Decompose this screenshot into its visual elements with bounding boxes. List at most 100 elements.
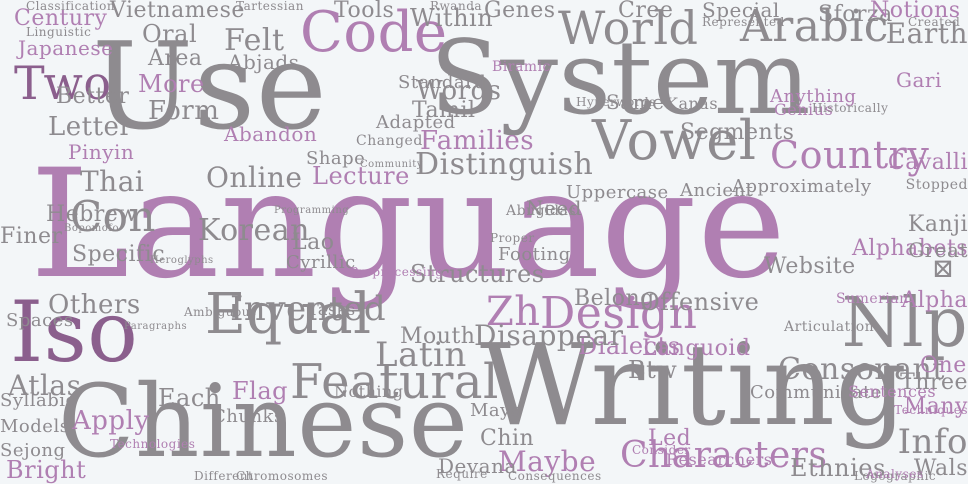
cloud-word-analyses: Analyses [866,467,924,481]
cloud-word-one: One [920,353,967,378]
cloud-word-researchers: Researchers [666,450,773,469]
cloud-word-sforza: Sforza [818,2,893,27]
cloud-word-featural: Featural [290,354,499,410]
cloud-word-hebrew: Hebrew [46,202,138,227]
cloud-word-dialects: Dialects [578,332,681,360]
cloud-word-con: Con [70,192,156,241]
cloud-word-technologies: Technologies [110,437,196,451]
cloud-word-lao: Lao [292,230,335,255]
cloud-word-chinese: Chinese [58,363,469,480]
cloud-word-uppercase: Uppercase [566,182,669,203]
cloud-word-stopped: Stopped [905,177,968,193]
cloud-word-code: Code [300,0,448,65]
cloud-word-btw: Btw [628,356,678,384]
cloud-word-preprocessing: Preprocessing [350,265,444,279]
cloud-word-consider: Consider [632,443,691,457]
cloud-word-segments: Segments [680,120,795,145]
cloud-word-arabic: Arabic [740,1,889,52]
cloud-word-thai: Thai [80,165,145,198]
cloud-word-area: Area [148,46,203,71]
cloud-word-ancient: Ancient [680,180,754,201]
cloud-word-techniques: Techniques [894,403,968,417]
cloud-word-zh: Zh [486,289,541,335]
cloud-word-lecture: Lecture [312,162,410,190]
cloud-word-country: Country [770,133,930,177]
cloud-word-consequences: Consequences [508,469,602,483]
cloud-word-form: Form [148,96,220,126]
cloud-word-shape: Shape [306,148,366,169]
cloud-word-cyrillic: Cyrillic [286,252,356,273]
cloud-word-world: World [558,1,699,55]
cloud-word-gari: Gari [896,68,942,92]
cloud-word-system: System [430,19,811,138]
cloud-word-tasks: Tasks [308,300,356,319]
cloud-word-different: Different [194,469,254,483]
cloud-word-syllabic: Syllabic [0,390,77,411]
cloud-word-logographic: Logographic [854,469,937,483]
cloud-word-earth: Earth [885,17,968,50]
cloud-word-spaces: Spaces [6,310,74,331]
cloud-word-require: Require [436,467,488,481]
cloud-word-need: Need [526,196,582,220]
cloud-word-two: Two [14,56,112,110]
cloud-word-created: Created [908,15,961,29]
cloud-word-ambiguous: Ambiguous [184,305,257,319]
cloud-word-use: Use [92,18,328,157]
cloud-word-better: Better [56,84,130,109]
cloud-word-articulation: Articulation [784,319,875,335]
cloud-word-devana: Devana [438,454,517,478]
cloud-word-website: Website [764,254,856,279]
cloud-word-japanese: Japanese [18,36,114,60]
cloud-word-others: Others [48,290,141,320]
cloud-word-belong: Belong [574,286,655,311]
cloud-word-language: Language [30,138,787,312]
cloud-word-cree: Cree [618,0,674,23]
cloud-word-mouth: Mouth [400,324,476,349]
cloud-word-families: Families [420,126,535,156]
cloud-word-nothing: Nothing [334,382,404,401]
cloud-word-three: Three [900,370,968,395]
cloud-word-nlp: Nlp [841,284,968,363]
cloud-word-symbol: ⊠ [932,254,955,284]
cloud-word-adapted: Adapted [376,112,456,133]
cloud-word-iso: Iso [10,283,139,381]
cloud-word-changed: Changed [356,133,423,149]
cloud-word-led: Led [648,426,692,451]
cloud-word-offensive: Offensive [640,288,760,316]
cloud-word-alphabets: Alphabets [851,236,968,261]
cloud-word-classification: Classification [26,0,116,13]
cloud-word-heroglyphs: Heroglyphs [150,255,214,266]
cloud-word-paragraphs: Paragraphs [124,321,188,332]
cloud-word-special: Special [702,0,780,22]
cloud-word-great: Great [908,238,968,262]
cloud-word-maya: Maya [470,400,523,421]
cloud-word-genius: Genius [774,100,834,119]
cloud-word-chin: Chin [480,426,535,451]
cloud-word-biramic: Biramic [492,59,551,75]
cloud-word-approximately: Approximately [732,176,872,197]
cloud-word-tools: Tools [334,0,395,23]
cloud-word-letter: Letter [48,112,133,142]
cloud-word-within: Within [410,4,494,32]
cloud-word-words: Words [416,76,502,106]
cloud-word-many: Many [903,394,968,419]
cloud-word-latin: Latin [375,335,467,375]
cloud-word-linguistic: Linguistic [26,25,92,39]
cloud-word-writing: Writing [480,321,908,451]
cloud-word-notions: Notions [870,0,961,23]
cloud-word-invented: Invented [230,289,387,329]
cloud-word-anything: Anything [770,86,857,107]
cloud-word-more: More [138,70,205,98]
cloud-word-bright: Bright [6,456,87,484]
cloud-word-kanji: Kanji [907,212,968,237]
cloud-word-oral: Oral [142,20,198,48]
cloud-word-chromosomes: Chromosomes [236,469,328,483]
cloud-word-kanas: Kanas [666,94,719,113]
cloud-word-each: Each [158,384,221,412]
cloud-word-programming: Programming [274,205,350,216]
cloud-word-finer: Finer [0,224,63,249]
cloud-word-genes: Genes [484,0,556,23]
cloud-word-languoid: Languoid [642,336,751,361]
cloud-word-vowel: Vowel [592,109,757,172]
